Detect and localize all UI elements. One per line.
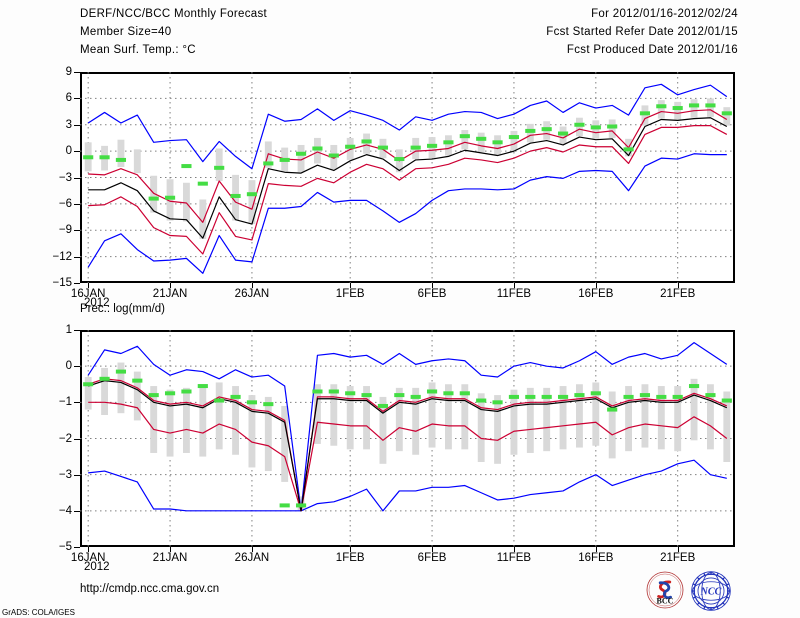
forecast-started-date-label: Fcst Started Refer Date 2012/01/15 <box>546 26 738 38</box>
precipitation-x-tick-mark <box>677 547 679 552</box>
precipitation-y-tick-label: 1 <box>65 324 72 336</box>
precipitation-chart-canvas <box>80 330 735 547</box>
temperature-y-tick-label: −3 <box>58 171 72 184</box>
precipitation-x-tick-mark <box>595 547 597 552</box>
temperature-x-tick-mark <box>595 283 597 288</box>
precipitation-x-tick-mark <box>170 547 172 552</box>
temperature-y-tick-mark <box>74 283 80 284</box>
temperature-y-tick-mark <box>74 151 80 153</box>
temperature-y-tick-mark <box>74 256 80 258</box>
ncc-logo-icon: NCC <box>691 571 731 611</box>
temperature-y-tick-label: −12 <box>52 250 72 263</box>
temperature-x-tick-mark <box>677 283 679 288</box>
precipitation-y-tick-mark <box>74 402 80 404</box>
precipitation-y-tick-mark <box>74 438 80 440</box>
temperature-y-tick-label: 0 <box>65 145 72 158</box>
temperature-x-tick-mark <box>350 283 352 288</box>
temperature-y-tick-mark <box>74 177 80 179</box>
temperature-x-axis-year: 2012 <box>84 297 110 309</box>
temperature-y-tick-mark <box>74 124 80 126</box>
temperature-chart <box>80 72 735 283</box>
temperature-y-tick-label: −15 <box>52 277 72 289</box>
forecast-produced-date-label: Fcst Produced Date 2012/01/16 <box>566 44 738 56</box>
temperature-y-tick-label: 9 <box>65 66 72 78</box>
precipitation-x-tick-mark <box>88 547 90 552</box>
precipitation-y-tick-label: −3 <box>58 468 72 481</box>
precipitation-x-tick-mark <box>251 547 253 552</box>
variable-label-temperature: Mean Surf. Temp.: °C <box>80 44 196 56</box>
forecast-period-label: For 2012/01/16-2012/02/24 <box>591 8 738 20</box>
temperature-x-tick-label: 16JAN <box>70 288 106 300</box>
precipitation-y-tick-mark <box>74 474 80 476</box>
temperature-x-tick-label: 21JAN <box>152 288 188 300</box>
precipitation-x-tick-label: 11FEB <box>496 552 532 564</box>
forecast-title: DERF/NCC/BCC Monthly Forecast <box>80 8 267 20</box>
precipitation-y-tick-label: −1 <box>58 396 72 409</box>
precipitation-y-tick-mark <box>74 330 80 331</box>
temperature-y-tick-mark <box>74 72 80 73</box>
temperature-chart-canvas <box>80 72 735 283</box>
svg-text:BCC: BCC <box>657 597 674 606</box>
temperature-x-tick-label: 1FEB <box>335 288 365 300</box>
temperature-y-tick-label: −9 <box>58 224 72 237</box>
variable-label-precipitation: Prec.: log(mm/d) <box>80 303 165 315</box>
precipitation-y-tick-label: −4 <box>58 504 72 517</box>
precipitation-x-tick-label: 1FEB <box>335 552 365 564</box>
precipitation-x-tick-label: 21FEB <box>660 552 696 564</box>
temperature-x-tick-mark <box>170 283 172 288</box>
precipitation-x-tick-label: 16JAN <box>70 552 106 564</box>
precipitation-x-tick-mark <box>513 547 515 552</box>
precipitation-y-tick-mark <box>74 510 80 512</box>
precipitation-x-tick-label: 6FEB <box>417 552 447 564</box>
temperature-y-tick-label: −6 <box>58 197 72 210</box>
temperature-y-tick-label: 6 <box>65 92 72 105</box>
precipitation-y-tick-label: 0 <box>65 360 72 373</box>
temperature-x-tick-mark <box>432 283 434 288</box>
temperature-x-tick-label: 26JAN <box>234 288 270 300</box>
temperature-y-tick-mark <box>74 230 80 232</box>
temperature-x-tick-label: 11FEB <box>496 288 532 300</box>
temperature-y-tick-mark <box>74 203 80 205</box>
precipitation-x-tick-mark <box>432 547 434 552</box>
temperature-x-tick-label: 6FEB <box>417 288 447 300</box>
precipitation-x-axis-year: 2012 <box>84 561 110 573</box>
precipitation-y-tick-mark <box>74 547 80 548</box>
temperature-y-tick-label: 3 <box>65 118 72 131</box>
precipitation-x-tick-label: 21JAN <box>152 552 188 564</box>
temperature-x-tick-mark <box>88 283 90 288</box>
member-size-label: Member Size=40 <box>80 26 172 38</box>
temperature-x-tick-label: 16FEB <box>578 288 614 300</box>
precipitation-y-tick-mark <box>74 366 80 368</box>
precipitation-x-tick-label: 16FEB <box>578 552 614 564</box>
temperature-x-tick-mark <box>513 283 515 288</box>
temperature-x-tick-mark <box>251 283 253 288</box>
temperature-x-tick-label: 21FEB <box>660 288 696 300</box>
precipitation-y-tick-label: −5 <box>58 541 72 553</box>
bcc-logo-icon: BCC <box>646 571 684 609</box>
precipitation-chart <box>80 330 735 547</box>
precipitation-y-tick-label: −2 <box>58 432 72 445</box>
website-url[interactable]: http://cmdp.ncc.cma.gov.cn <box>80 583 220 595</box>
temperature-y-tick-mark <box>74 98 80 100</box>
svg-text:NCC: NCC <box>700 586 722 597</box>
precipitation-x-tick-label: 26JAN <box>234 552 270 564</box>
precipitation-x-tick-mark <box>350 547 352 552</box>
grads-credit: GrADS: COLA/IGES <box>2 608 75 617</box>
